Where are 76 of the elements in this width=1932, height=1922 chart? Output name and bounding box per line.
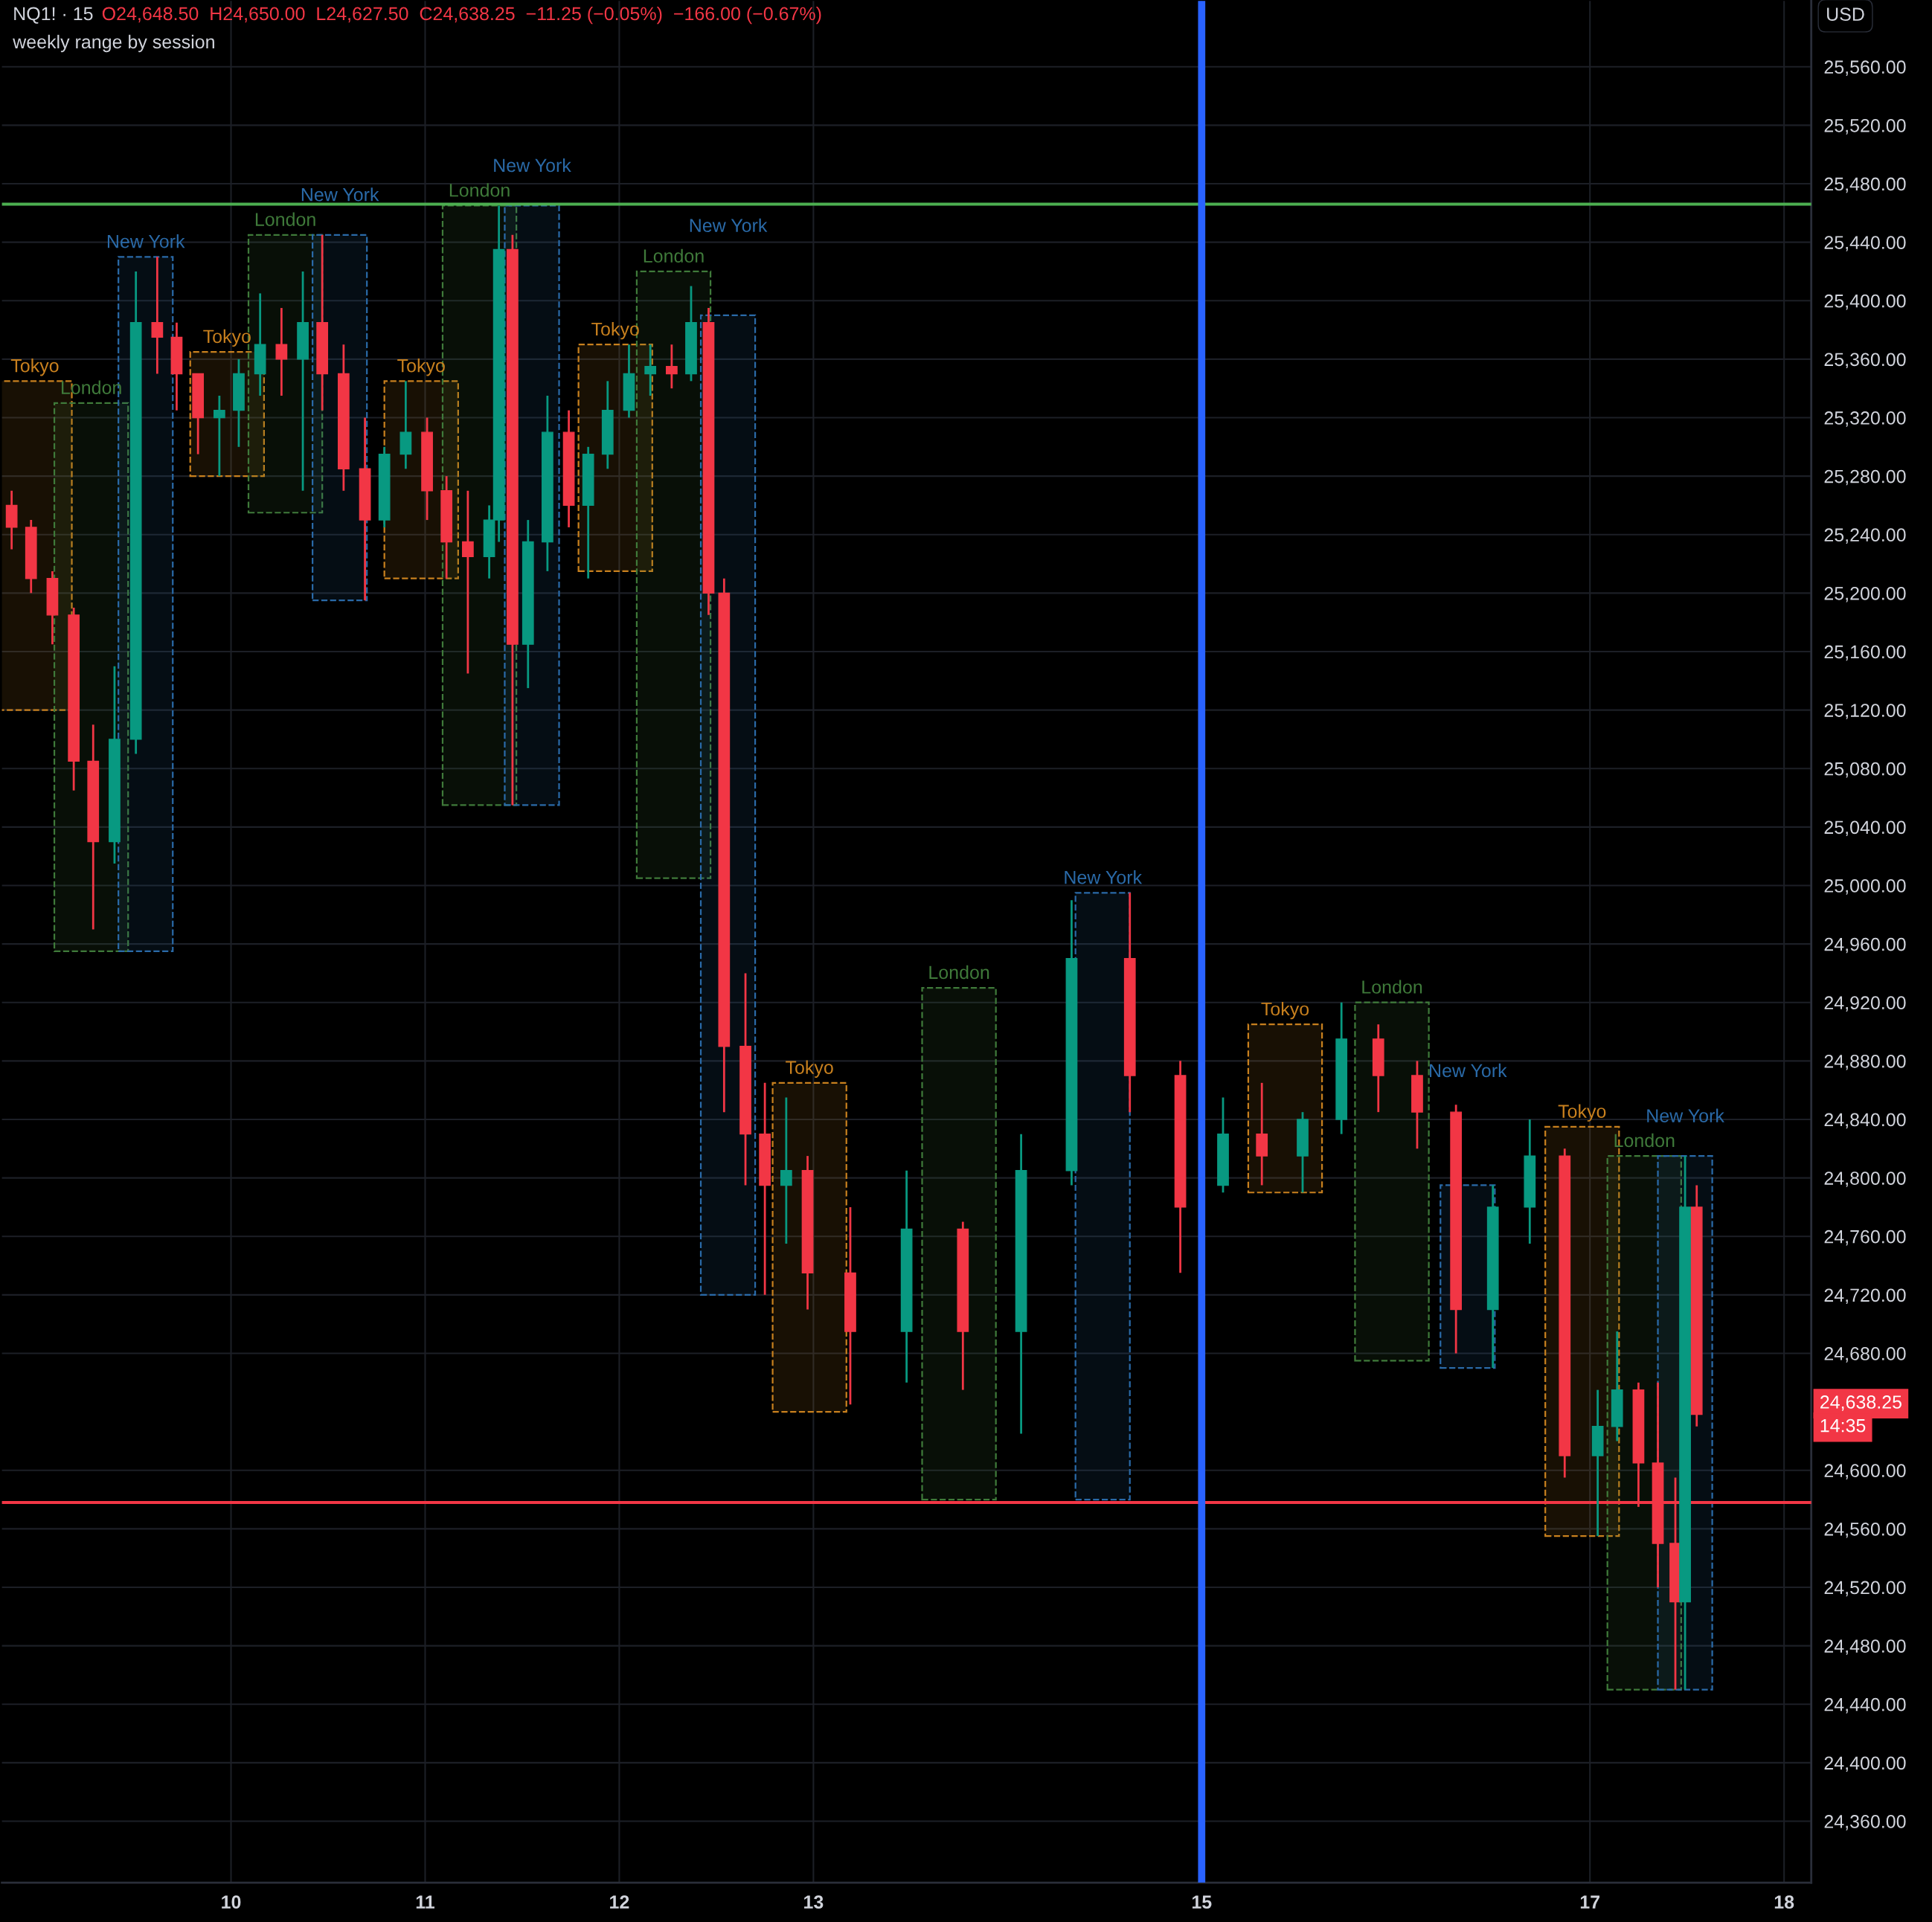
y-tick-label: 24,600.00 — [1824, 1464, 1906, 1479]
series-label: London — [1614, 1133, 1675, 1148]
text: New York — [301, 187, 379, 202]
y-tick-label: 25,160.00 — [1824, 645, 1906, 661]
text: 24,638.25 — [1820, 1395, 1901, 1411]
x-tick-label: 17 — [1580, 1895, 1600, 1909]
y-tick-label: 24,680.00 — [1824, 1347, 1906, 1363]
y-tick-label: 25,040.00 — [1824, 820, 1906, 837]
bar — [1354, 1001, 1430, 1362]
text: New York — [494, 158, 571, 173]
y-tick-label: 25,080.00 — [1824, 762, 1906, 778]
text: London — [644, 248, 704, 263]
y-tick-label: 24,520.00 — [1824, 1581, 1906, 1597]
x-tick-label: 11 — [416, 1895, 434, 1909]
chart-title: NQ1! · 15 — [14, 7, 93, 24]
y-tick-label: 25,400.00 — [1824, 294, 1906, 310]
text: USD — [1827, 7, 1864, 21]
text: Tokyo — [10, 359, 59, 376]
y-tick-label: 25,280.00 — [1824, 469, 1906, 486]
text: London — [1362, 980, 1422, 994]
y-tick-label: 25,320.00 — [1824, 411, 1906, 427]
x-tick-label: 15 — [1192, 1895, 1212, 1909]
y-tick-label: 24,800.00 — [1824, 1171, 1906, 1187]
y-tick-label: 24,760.00 — [1824, 1230, 1906, 1246]
y-tick-label: 25,440.00 — [1824, 236, 1906, 251]
text: London — [255, 212, 315, 226]
y-tick-label: 25,240.00 — [1824, 528, 1906, 544]
y-tick-label: 25,000.00 — [1824, 879, 1906, 895]
y-tick-label: 25,360.00 — [1824, 353, 1906, 369]
text: Tokyo — [397, 359, 445, 376]
candlestick — [275, 306, 288, 397]
candlestick — [780, 1096, 792, 1245]
series-label: New York — [1065, 870, 1143, 884]
bar — [921, 986, 997, 1501]
bar — [1074, 892, 1131, 1501]
bar — [1247, 1023, 1323, 1194]
y-tick-label: 24,480.00 — [1824, 1639, 1906, 1655]
bar — [771, 1081, 847, 1413]
x-tick-label: 10 — [222, 1895, 241, 1909]
candlestick — [644, 343, 657, 397]
y-tick-label: 25,520.00 — [1824, 118, 1906, 135]
y-tick-label: 24,400.00 — [1824, 1756, 1906, 1772]
y-tick-label: 24,840.00 — [1824, 1113, 1906, 1129]
text: Tokyo — [203, 329, 251, 347]
y-tick-label: 25,560.00 — [1824, 60, 1906, 76]
candlestick — [666, 343, 678, 390]
text: weekly range by session — [13, 34, 214, 53]
text: London — [61, 380, 121, 394]
x-tick-label: 18 — [1774, 1895, 1794, 1909]
candlestick — [151, 255, 164, 375]
y-tick-label: 24,960.00 — [1824, 937, 1906, 954]
text: New York — [1430, 1063, 1507, 1078]
text: New York — [690, 218, 768, 233]
x-tick-label: 13 — [804, 1895, 824, 1909]
y-tick-label: 24,720.00 — [1824, 1288, 1906, 1305]
candlestick — [462, 489, 474, 675]
y-tick-label: 24,360.00 — [1824, 1815, 1906, 1831]
y-tick-label: 25,200.00 — [1824, 586, 1906, 602]
text: London — [449, 183, 510, 197]
y-tick-label: 25,120.00 — [1824, 704, 1906, 719]
annotation: O24,648.50 H24,650.00 L24,627.50 C24,638.25 −11.25 (−0.05%) −166.00 (−0.67%) — [102, 6, 821, 25]
y-tick-label: 25,480.00 — [1824, 177, 1906, 193]
text: Tokyo — [1558, 1104, 1606, 1122]
y-tick-label: 24,920.00 — [1824, 996, 1906, 1012]
y-tick-label: 24,560.00 — [1824, 1522, 1906, 1538]
text: New York — [107, 234, 185, 248]
text: Tokyo — [591, 321, 639, 340]
text: New York — [1647, 1108, 1724, 1122]
text: Tokyo — [1261, 1001, 1309, 1020]
series-label: Tokyo — [786, 1060, 833, 1078]
text: London — [929, 965, 989, 980]
candlestick — [213, 394, 225, 478]
text: 14:35 — [1820, 1418, 1866, 1433]
y-tick-label: 24,880.00 — [1824, 1054, 1906, 1070]
x-tick-label: 12 — [610, 1895, 629, 1909]
y-tick-label: 24,440.00 — [1824, 1697, 1906, 1714]
